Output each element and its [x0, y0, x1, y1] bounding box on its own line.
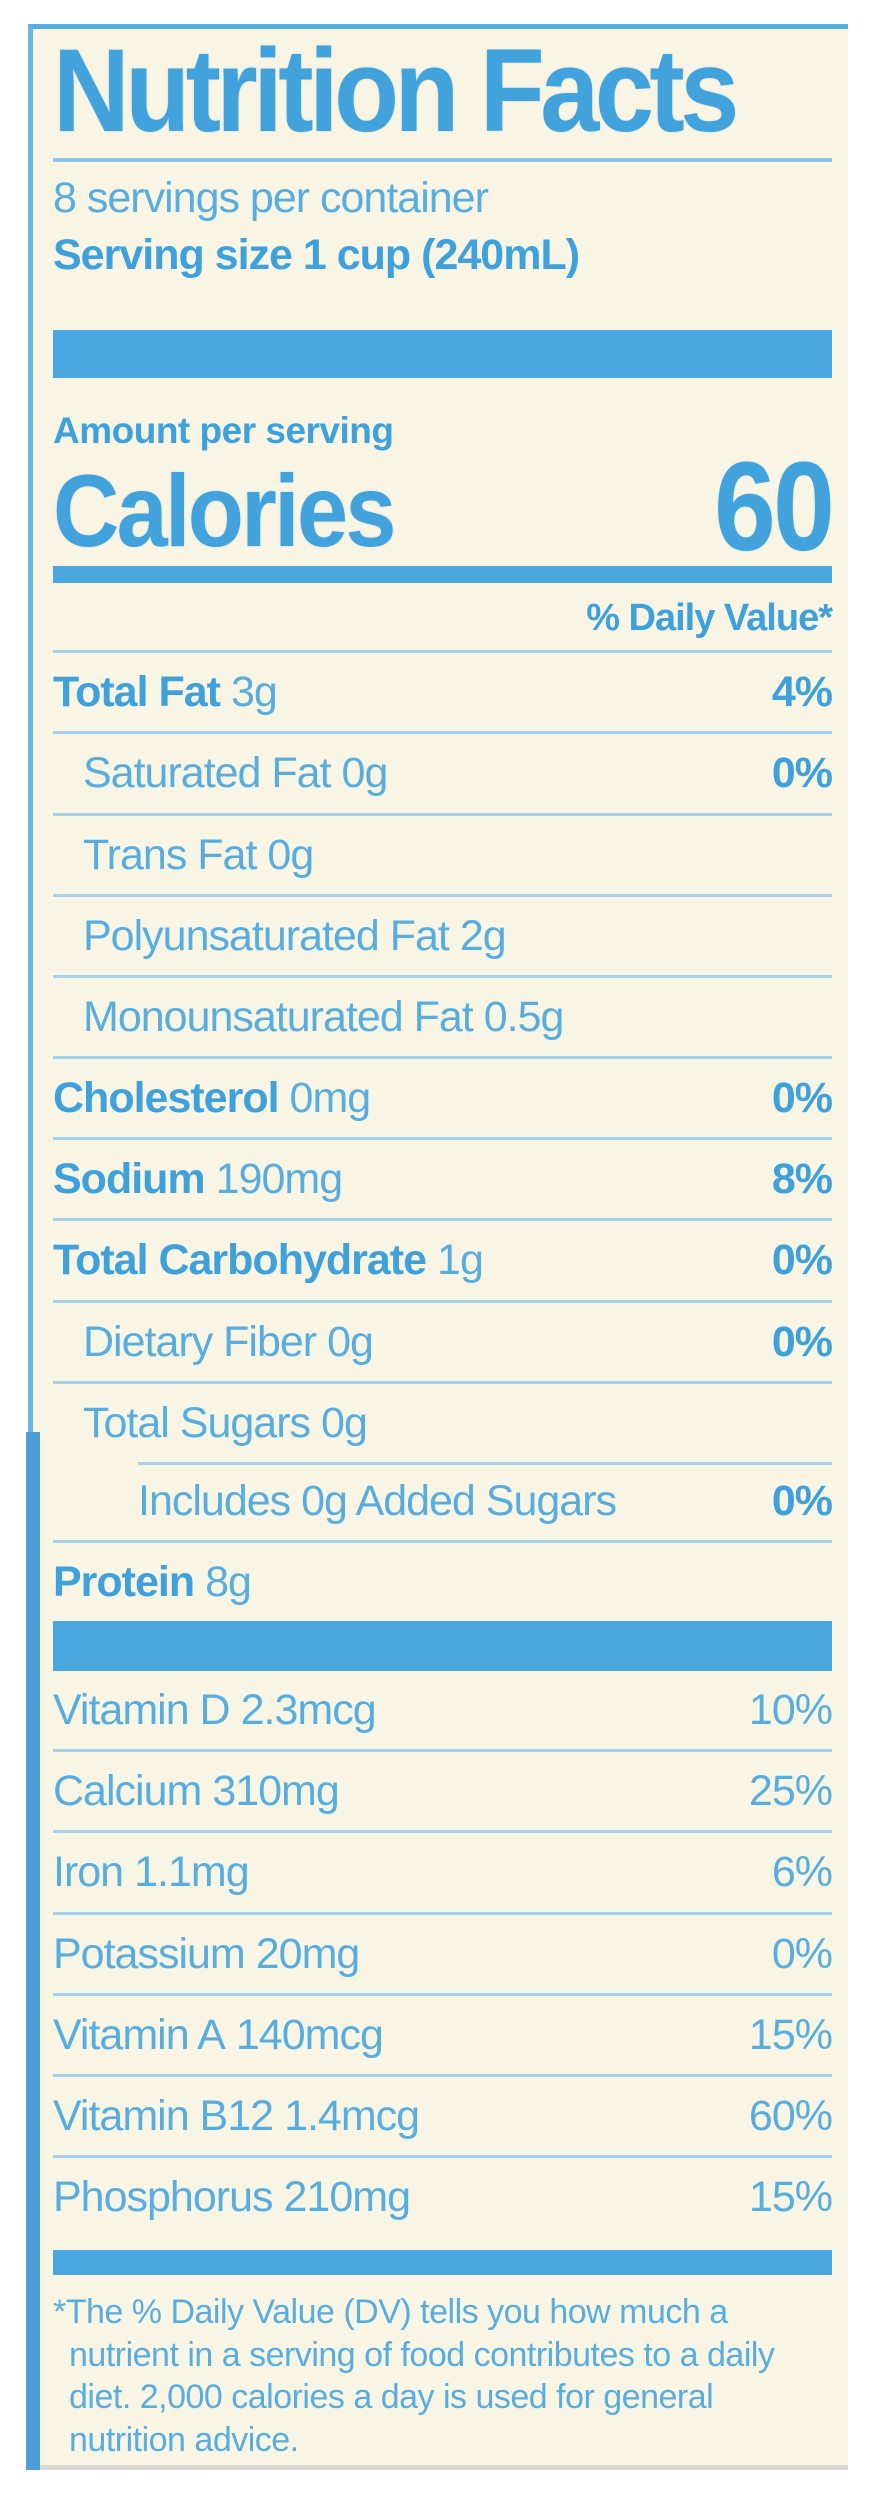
nutrient-name: Vitamin B12 [53, 2091, 274, 2140]
nutrient-row-dietary-fiber: Dietary Fiber 0g 0% [53, 1299, 833, 1381]
daily-value: 60% [748, 2091, 833, 2140]
daily-value: 0% [771, 1476, 833, 1525]
nutrient-row-added-sugars: Includes 0g Added Sugars 0% [53, 1461, 833, 1540]
serving-size: Serving size 1 cup (240mL) [53, 230, 580, 279]
nutrient-row-iron: Iron 1.1mg 6% [53, 1830, 833, 1911]
title-divider [53, 157, 832, 162]
nutrient-name: Total Sugars [83, 1398, 311, 1447]
nutrient-amount: 8g [205, 1557, 252, 1606]
nutrient-amount: 190mg [215, 1155, 343, 1204]
nutrient-row-cholesterol: Cholesterol 0mg 0% [53, 1056, 833, 1137]
nutrient-name: Includes 0g Added Sugars [138, 1476, 617, 1525]
daily-value-footnote: *The % Daily Value (DV) tells you how mu… [53, 2293, 775, 2459]
nutrient-row-sodium: Sodium 190mg 8% [53, 1137, 833, 1218]
nutrient-amount: 0mg [289, 1074, 372, 1123]
nutrient-name: Phosphorus [53, 2173, 273, 2222]
daily-value: 0% [771, 1929, 833, 1978]
nutrient-amount: 20mg [255, 1929, 361, 1978]
nutrient-name: Vitamin D [53, 1686, 231, 1735]
daily-value: 8% [771, 1155, 833, 1204]
daily-value: 0% [771, 1236, 833, 1285]
calories-value: 60 [713, 435, 835, 577]
nutrient-row-monounsaturated-fat: Monounsaturated Fat 0.5g [53, 974, 832, 1056]
nutrient-row-vitamin-b12: Vitamin B12 1.4mcg 60% [53, 2073, 833, 2155]
daily-value: 15% [748, 2173, 833, 2222]
nutrition-facts-title: Nutrition Facts [53, 25, 739, 157]
nutrient-name: Iron [53, 1848, 124, 1897]
section-separator-bar [53, 329, 832, 378]
nutrient-row-calcium: Calcium 310mg 25% [53, 1749, 833, 1830]
nutrient-amount: 310mg [212, 1767, 339, 1816]
nutrient-row-vitamin-d: Vitamin D 2.3mcg 10% [53, 1671, 833, 1749]
indented-divider [138, 1461, 832, 1465]
nutrient-amount: 0.5g [483, 992, 565, 1041]
nutrient-name: Protein [53, 1557, 195, 1606]
nutrient-name: Cholesterol [53, 1074, 280, 1123]
nutrient-amount: 1.4mcg [284, 2091, 420, 2140]
daily-value: 25% [748, 1767, 833, 1816]
nutrient-name: Vitamin A [53, 2010, 226, 2059]
servings-per-container: 8 servings per container [53, 173, 489, 222]
nutrient-amount: 0g [341, 749, 389, 798]
daily-value: 0% [771, 1074, 833, 1123]
amount-per-serving-label: Amount per serving [53, 409, 394, 451]
nutrient-name: Monounsaturated Fat [83, 992, 474, 1041]
nutrient-row-total-sugars: Total Sugars 0g [53, 1380, 832, 1462]
daily-value: 10% [748, 1686, 833, 1735]
carton-edge-stripe [26, 1432, 40, 2470]
nutrient-amount: 0g [321, 1398, 368, 1447]
nutrient-row-protein: Protein 8g [53, 1539, 832, 1621]
protein-separator-bar [53, 1621, 832, 1672]
nutrient-row-saturated-fat: Saturated Fat 0g 0% [53, 731, 833, 812]
footnote-separator-bar [53, 2250, 832, 2276]
nutrient-name: Calcium [53, 1767, 202, 1816]
daily-value-header: % Daily Value* [586, 597, 833, 640]
nutrient-name: Saturated Fat [83, 749, 332, 798]
nutrient-name: Dietary Fiber [83, 1317, 317, 1366]
nutrient-amount: 140mcg [235, 2010, 384, 2059]
nutrient-row-trans-fat: Trans Fat 0g [53, 812, 832, 894]
nutrition-facts-label: Nutrition Facts 8 servings per container… [28, 24, 848, 2470]
daily-value: 4% [771, 668, 833, 717]
nutrient-row-phosphorus: Phosphorus 210mg 15% [53, 2155, 833, 2236]
nutrient-amount: 1g [437, 1236, 484, 1285]
calories-divider [53, 566, 832, 584]
nutrient-name: Trans Fat [83, 830, 257, 879]
nutrient-amount: 1.1mg [134, 1848, 250, 1897]
nutrient-amount: 0g [327, 1317, 374, 1366]
nutrient-amount: 2.3mcg [240, 1686, 377, 1735]
nutrient-amount: 0g [267, 830, 314, 879]
nutrient-amount: 210mg [283, 2173, 411, 2222]
nutrient-name: Total Carbohydrate [53, 1236, 427, 1285]
nutrient-amount: 3g [230, 668, 278, 717]
nutrient-row-potassium: Potassium 20mg 0% [53, 1911, 833, 1993]
daily-value: 0% [771, 1317, 833, 1366]
nutrient-name: Polyunsaturated Fat [83, 911, 450, 960]
daily-value: 6% [771, 1848, 833, 1897]
calories-row: Calories 60 [53, 435, 835, 577]
nutrient-amount: 2g [459, 911, 507, 960]
nutrient-name: Potassium [53, 1929, 246, 1978]
nutrient-row-total-carbohydrate: Total Carbohydrate 1g 0% [53, 1218, 833, 1299]
daily-value: 0% [771, 749, 833, 798]
calories-label: Calories [53, 453, 396, 568]
nutrient-row-polyunsaturated-fat: Polyunsaturated Fat 2g [53, 893, 832, 975]
nutrient-row-total-fat: Total Fat 3g 4% [53, 650, 833, 731]
nutrient-row-vitamin-a: Vitamin A 140mcg 15% [53, 1992, 833, 2074]
daily-value: 15% [748, 2010, 833, 2059]
nutrient-name: Total Fat [53, 668, 221, 717]
nutrient-name: Sodium [53, 1155, 206, 1204]
